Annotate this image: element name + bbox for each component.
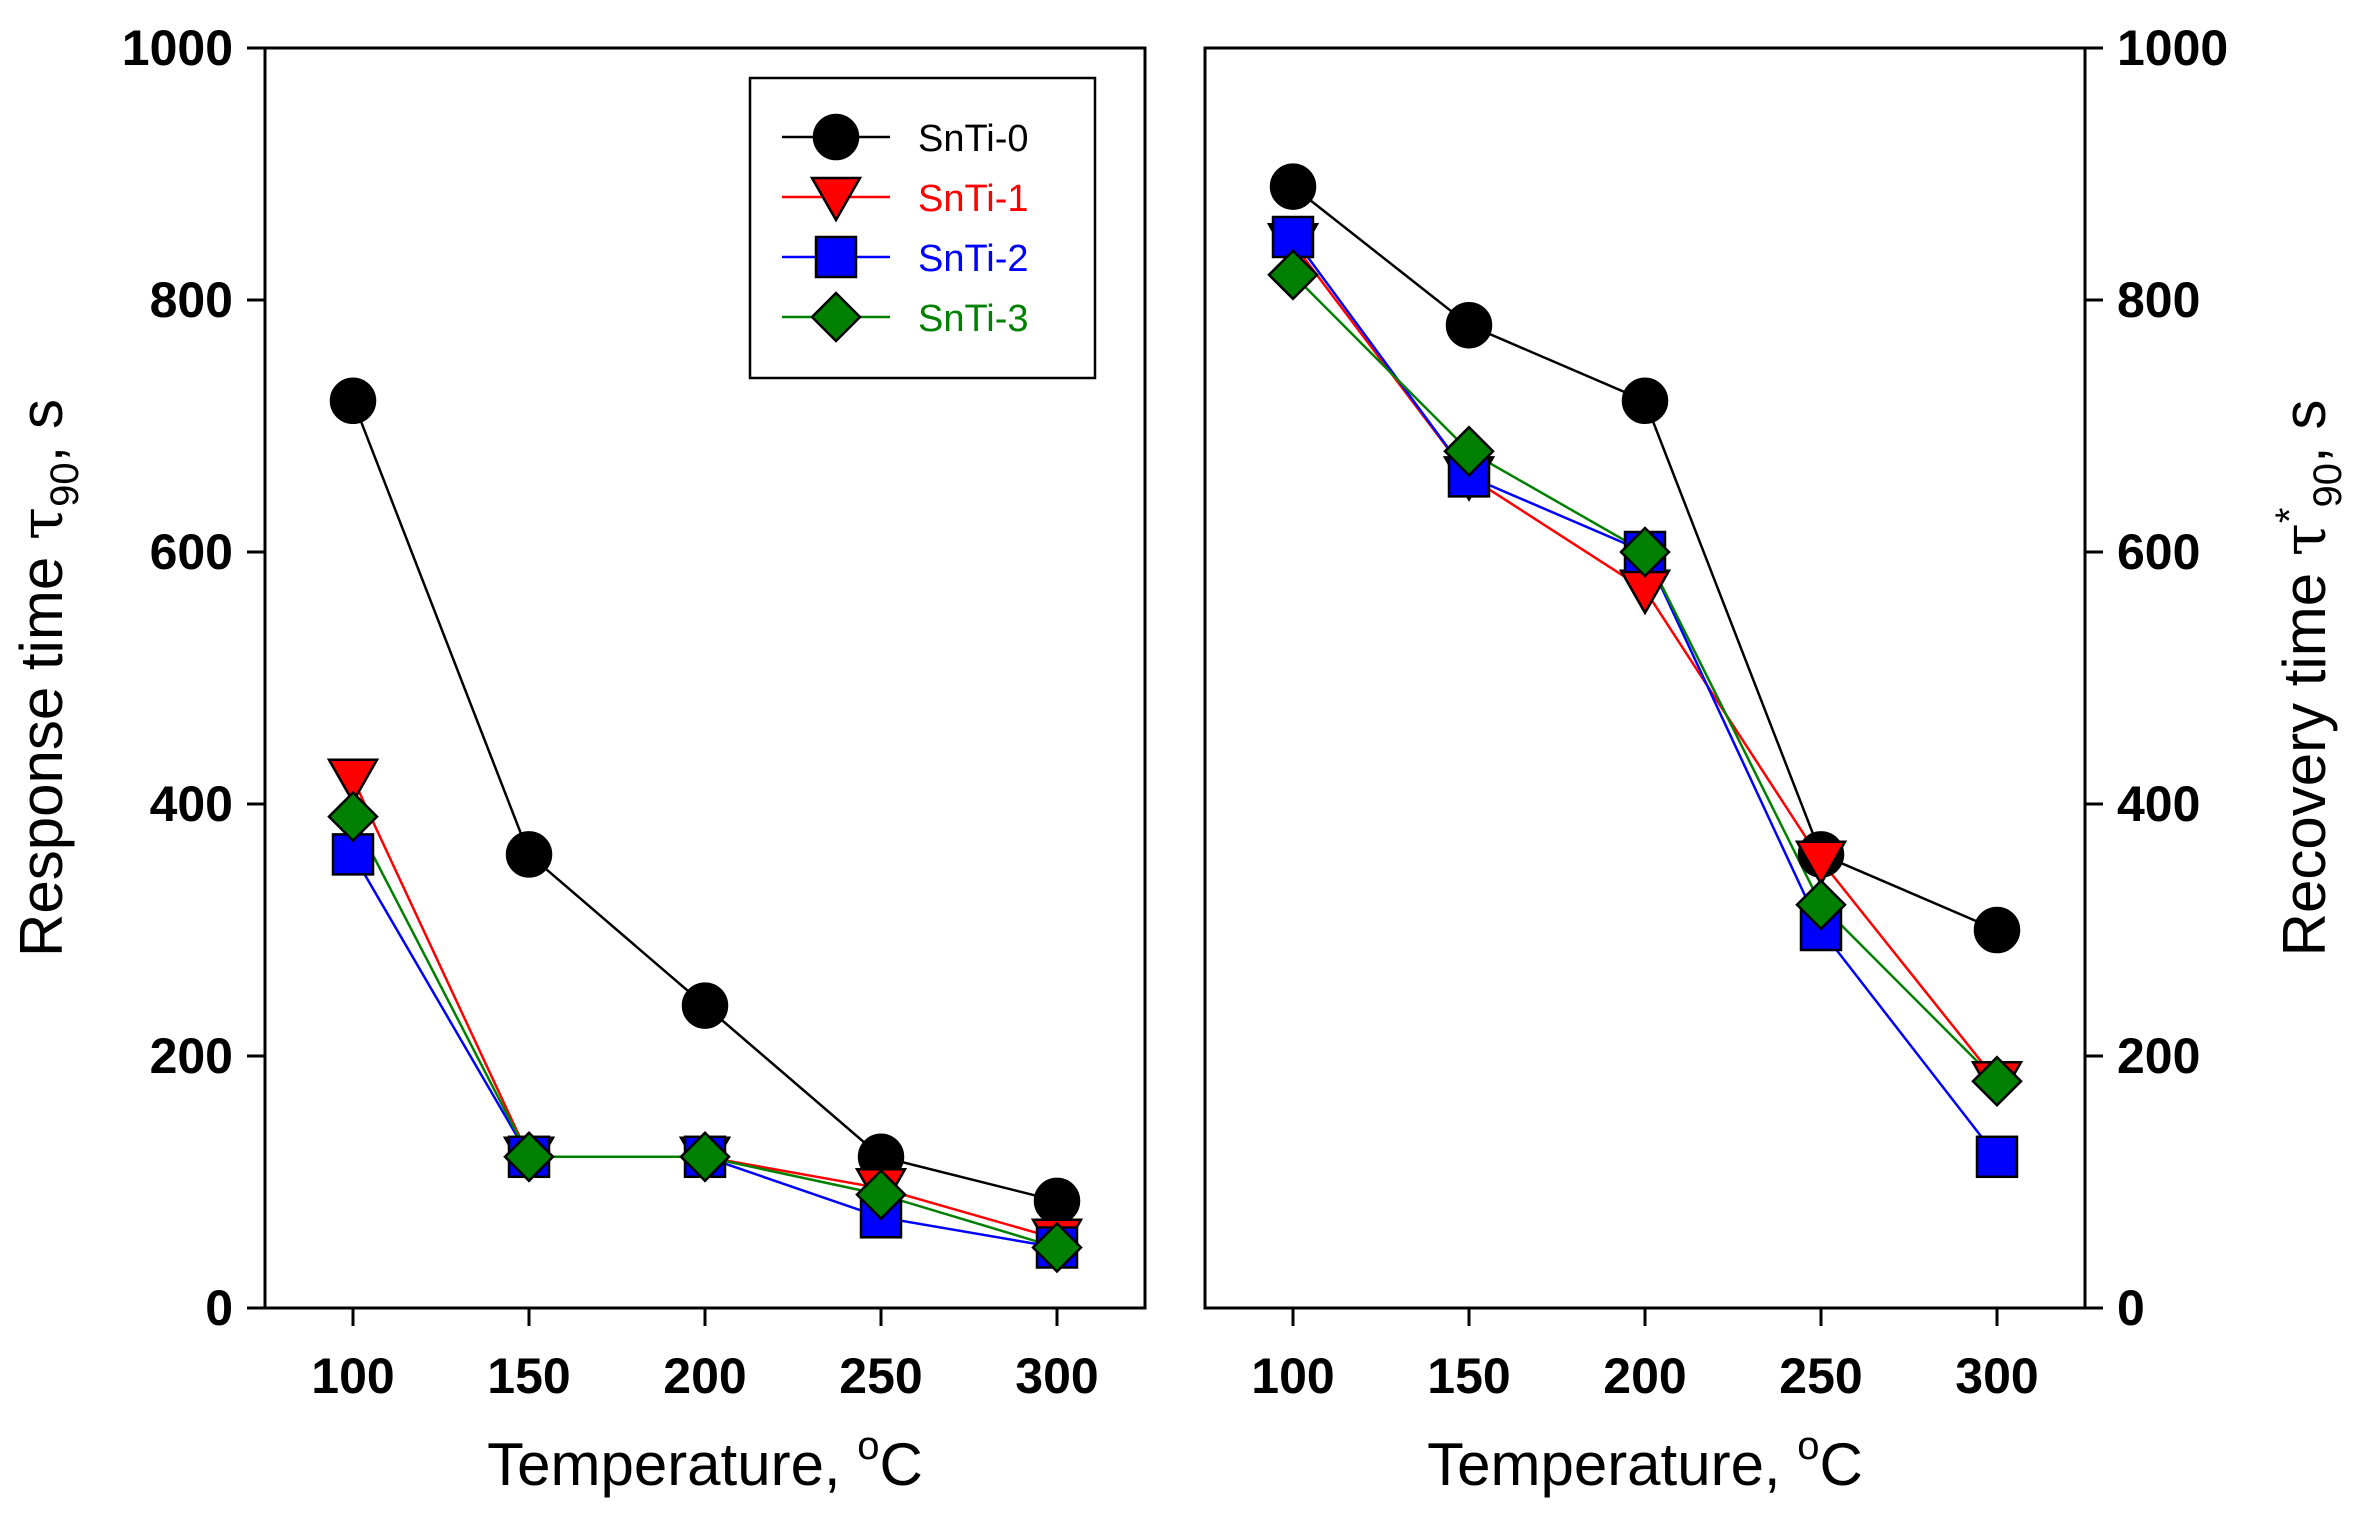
data-point-snti-2 — [1975, 1135, 2019, 1179]
data-point-snti-0 — [505, 831, 553, 878]
y-tick-label: 800 — [2117, 272, 2200, 328]
data-point-snti-3 — [1031, 1221, 1083, 1274]
legend-marker — [814, 235, 858, 279]
data-point-snti-0 — [1621, 377, 1669, 425]
y-axis-title: Recovery time τ*90, s — [2268, 400, 2350, 957]
y-tick-label: 0 — [2117, 1280, 2145, 1336]
x-tick-label: 300 — [1015, 1348, 1098, 1404]
legend-marker — [809, 176, 863, 223]
x-tick-label: 100 — [311, 1348, 394, 1404]
y-tick-label: 0 — [205, 1280, 233, 1336]
data-point-snti-0 — [681, 982, 729, 1029]
y-tick-label: 1000 — [122, 20, 233, 76]
data-point-snti-3 — [1971, 1055, 2023, 1107]
y-tick-label: 200 — [150, 1028, 233, 1084]
x-tick-label: 200 — [1603, 1348, 1686, 1404]
data-point-snti-0 — [329, 377, 377, 425]
legend-label: SnTi-1 — [918, 178, 1029, 220]
data-point-snti-3 — [327, 790, 379, 843]
data-point-snti-0 — [1973, 906, 2021, 954]
legend: SnTi-0 SnTi-1 SnTi-2 SnTi-3 — [748, 76, 1097, 380]
x-tick-label: 300 — [1955, 1348, 2038, 1404]
data-point-snti-1 — [1794, 840, 1848, 887]
data-point-snti-3 — [855, 1168, 907, 1221]
recovery-time-panel: 0 200 400 600 800 1000 100 150 200 250 300 Temper… — [1203, 20, 2350, 1498]
legend-label: SnTi-3 — [918, 298, 1029, 340]
legend-marker — [810, 291, 862, 343]
x-tick-label: 200 — [663, 1348, 746, 1404]
y-tick-label: 600 — [2117, 524, 2200, 580]
x-axis-title: Temperature, oC — [1427, 1424, 1863, 1498]
response-time-panel: 0 200 400 600 800 1000 100 150 200 250 300 Temper… — [7, 20, 1147, 1498]
x-tick-label: 250 — [1779, 1348, 1862, 1404]
y-tick-label: 400 — [2117, 776, 2200, 832]
legend-label: SnTi-0 — [918, 118, 1029, 160]
data-point-snti-0 — [1269, 163, 1317, 210]
data-point-snti-1 — [326, 758, 380, 805]
data-point-snti-3 — [1267, 249, 1319, 301]
y-tick-label: 1000 — [2117, 20, 2228, 76]
y-tick-label: 600 — [150, 524, 233, 580]
x-tick-label: 150 — [487, 1348, 570, 1404]
data-point-snti-3 — [1795, 879, 1847, 931]
data-point-snti-3 — [679, 1131, 731, 1183]
y-tick-label: 400 — [150, 776, 233, 832]
x-axis-title: Temperature, oC — [487, 1424, 923, 1498]
y-tick-label: 800 — [150, 272, 233, 328]
data-point-snti-3 — [503, 1131, 555, 1183]
y-tick-label: 200 — [2117, 1028, 2200, 1084]
x-tick-label: 150 — [1427, 1348, 1510, 1404]
legend-box — [748, 76, 1097, 380]
legend-marker — [812, 113, 860, 161]
legend-label: SnTi-2 — [918, 238, 1029, 280]
x-tick-label: 250 — [839, 1348, 922, 1404]
data-point-snti-0 — [1033, 1177, 1081, 1225]
x-tick-label: 100 — [1251, 1348, 1334, 1404]
data-point-snti-3 — [1443, 425, 1495, 477]
y-axis-title: Response time τ90, s — [7, 399, 87, 957]
data-point-snti-0 — [1445, 301, 1493, 349]
data-point-snti-3 — [1619, 526, 1671, 578]
